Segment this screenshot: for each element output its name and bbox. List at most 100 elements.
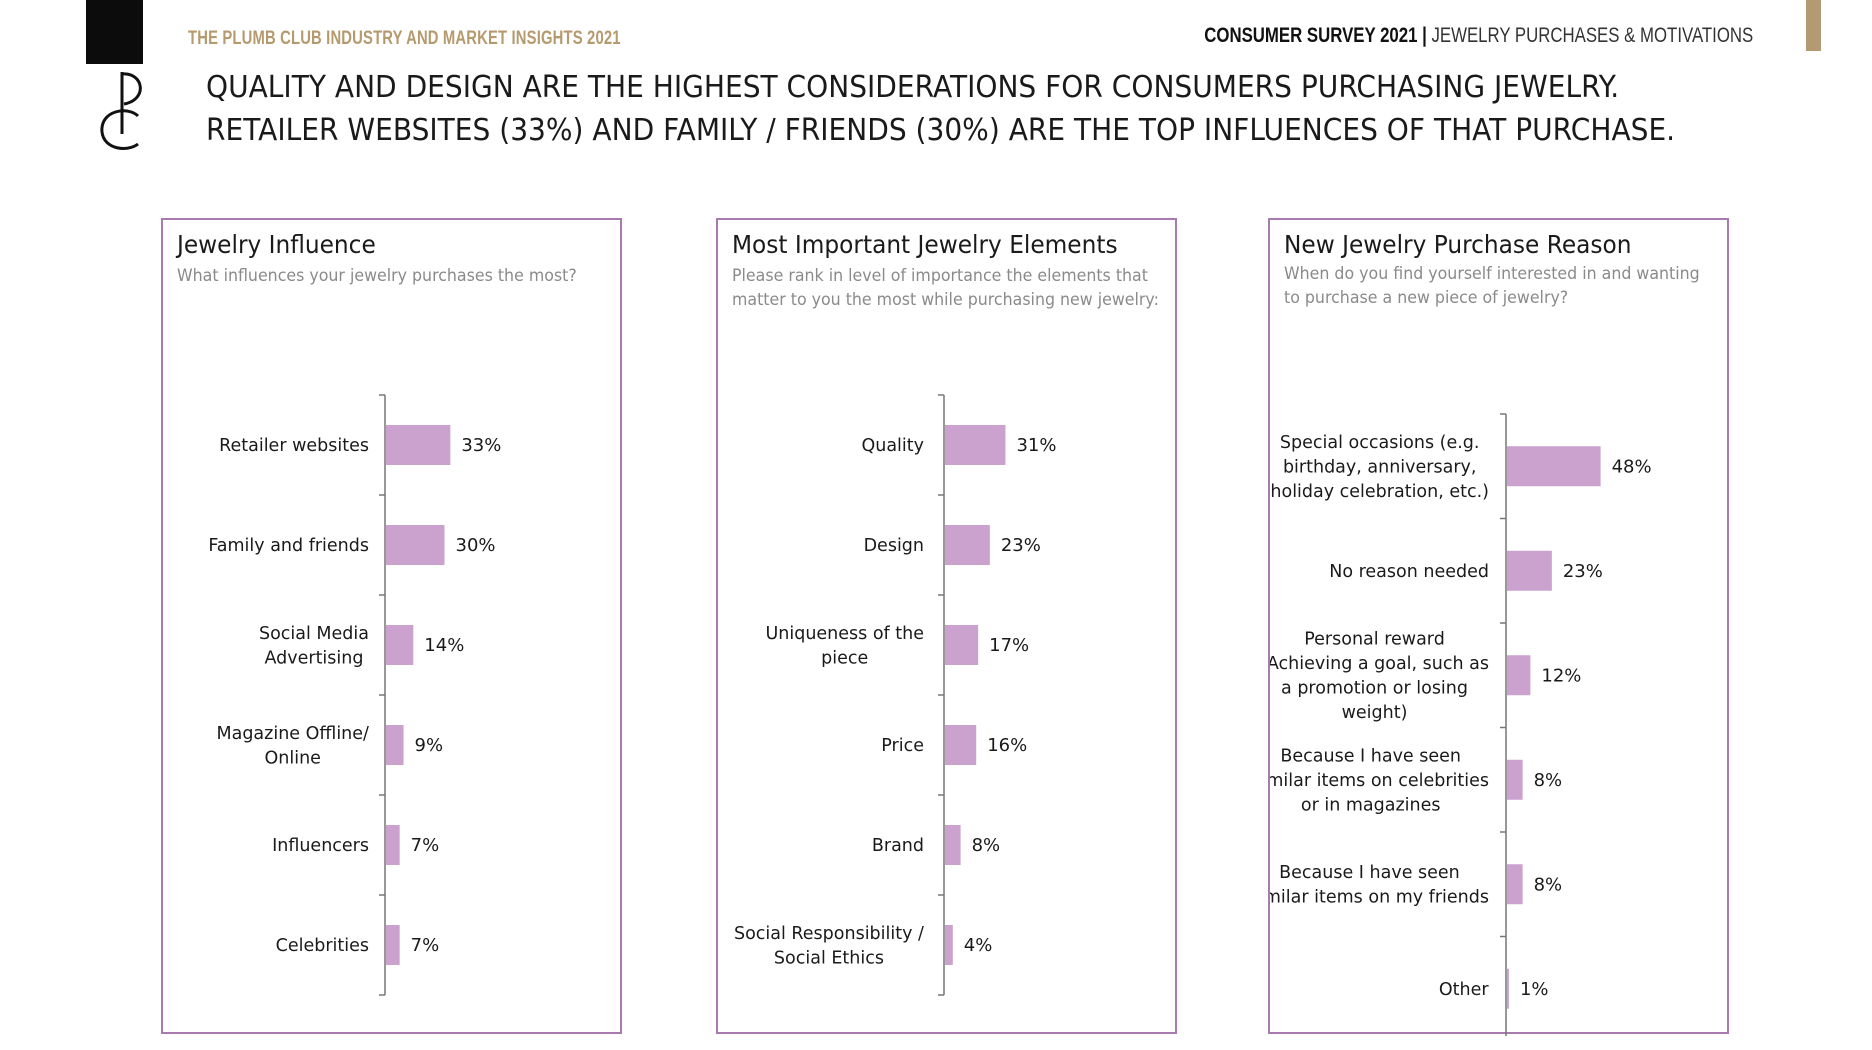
page-headline: QUALITY AND DESIGN ARE THE HIGHEST CONSI… [206, 66, 1766, 152]
category-label-line: similar items on celebrities [1270, 771, 1489, 791]
data-label: 8% [972, 835, 1001, 856]
category-label-line: or in magazines [1301, 795, 1441, 815]
data-label: 8% [1534, 874, 1563, 895]
category-label: Special occasions (e.g. birthday, anniver… [1270, 433, 1489, 502]
bar [945, 525, 990, 565]
category-label-line: No reason needed [1329, 562, 1489, 582]
category-label-line: Quality [861, 436, 924, 456]
bar [386, 425, 451, 465]
category-label-line: Other [1439, 980, 1489, 1000]
data-label: 23% [1001, 535, 1041, 556]
data-label: 30% [456, 535, 496, 556]
purchase-reason-chart: 48% Special occasions (e.g. birthday, anni… [1270, 413, 1652, 1036]
bar [1507, 655, 1531, 696]
category-label-line: Price [881, 736, 924, 756]
category-label: Quality [861, 436, 924, 456]
panel-subtitle: What influences your jewelry purchases t… [177, 266, 577, 286]
category-label: Because I have seen similar items on my f… [1270, 863, 1489, 908]
panel-title: New Jewelry Purchase Reason [1284, 230, 1632, 259]
report-brand: THE PLUMB CLUB INDUSTRY AND MARKET INSIG… [188, 28, 621, 49]
category-label-line: Celebrities [276, 936, 369, 956]
category-label: Family and friends [208, 536, 369, 556]
panel-title: Most Important Jewelry Elements [732, 230, 1118, 259]
category-label-line: Family and friends [208, 536, 369, 556]
bar [1507, 550, 1552, 591]
headline-line-2: RETAILER WEBSITES (33%) AND FAMILY / FRI… [206, 113, 1676, 148]
data-label: 23% [1563, 561, 1603, 582]
category-label-line: Influencers [272, 836, 369, 856]
headline-line-1: QUALITY AND DESIGN ARE THE HIGHEST CONSI… [206, 70, 1620, 105]
category-label: No reason needed [1329, 562, 1489, 582]
panel-subtitle: When do you find yourself interested in … [1284, 264, 1700, 308]
data-label: 7% [411, 835, 440, 856]
category-label: Retailer websites [219, 436, 369, 456]
category-label: Celebrities [276, 936, 369, 956]
category-label: Other [1439, 980, 1489, 1000]
data-label: 14% [424, 635, 464, 656]
category-label-line: Brand [872, 836, 924, 856]
category-label-line: Because I have seen [1279, 863, 1460, 883]
category-label: Design [864, 536, 924, 556]
category-label: Personal reward (Achieving a goal, such a… [1270, 630, 1489, 724]
category-label-line: Because I have seen [1280, 746, 1461, 766]
bar [1507, 446, 1601, 487]
bar [1507, 968, 1509, 1009]
bar [1507, 759, 1523, 800]
category-label-line: Social Ethics [774, 948, 884, 968]
category-label: Price [881, 736, 924, 756]
panel-subtitle: Please rank in level of importance the e… [732, 266, 1159, 310]
category-label-line: Social Media [259, 624, 369, 644]
category-label: Brand [872, 836, 924, 856]
bar [945, 425, 1006, 465]
data-label: 48% [1612, 456, 1652, 477]
jewelry-elements-panel: Most Important Jewelry Elements Please r… [716, 218, 1177, 1034]
bar [1507, 864, 1523, 905]
data-label: 4% [964, 935, 993, 956]
category-label-line: Magazine Offline/ [217, 724, 370, 744]
logo-bar [86, 0, 143, 64]
jewelry-influence-chart: 33% Retailer websites 30% Family and friend… [208, 394, 501, 996]
survey-title: CONSUMER SURVEY 2021 | [1204, 24, 1427, 47]
category-label-line: similar items on my friends [1270, 888, 1489, 908]
category-label-line: Special occasions (e.g. [1280, 433, 1480, 453]
category-label-line: Personal reward [1304, 630, 1445, 650]
category-label-line: (Achieving a goal, such as [1270, 654, 1489, 674]
category-label-line: birthday, anniversary, [1283, 457, 1476, 477]
category-label-line: Social Responsibility / [734, 924, 924, 944]
data-label: 31% [1016, 435, 1056, 456]
survey-topic: JEWELRY PURCHASES & MOTIVATIONS [1431, 24, 1753, 47]
bar [386, 825, 400, 865]
corner-accent [1806, 0, 1821, 51]
jewelry-influence-panel: Jewelry Influence What influences your j… [161, 218, 622, 1034]
bar [386, 525, 445, 565]
data-label: 9% [415, 735, 444, 756]
category-label: Social Responsibility / Social Ethics [734, 924, 924, 969]
category-label-line: Online [265, 748, 321, 768]
data-label: 1% [1520, 979, 1549, 1000]
category-label: Social Media Advertising [259, 624, 369, 669]
bar [386, 625, 414, 665]
plumb-club-logo: PC [86, 64, 156, 154]
data-label: 16% [987, 735, 1027, 756]
category-label-line: Retailer websites [219, 436, 369, 456]
category-label-line: holiday celebration, etc.) [1270, 482, 1489, 502]
data-label: 7% [411, 935, 440, 956]
bar [945, 625, 979, 665]
category-label: Because I have seen similar items on cele… [1270, 746, 1489, 815]
category-label: Uniqueness of the piece [765, 624, 924, 669]
data-label: 17% [989, 635, 1029, 656]
data-label: 12% [1541, 665, 1581, 686]
category-label-line: a promotion or losing [1281, 679, 1468, 699]
category-label-line: Design [864, 536, 924, 556]
data-label: 33% [461, 435, 501, 456]
jewelry-elements-chart: 31% Quality 23% Design 17% Uniqueness of the p… [734, 394, 1056, 996]
category-label: Magazine Offline/Online [217, 724, 370, 769]
bar [945, 725, 977, 765]
panel-title: Jewelry Influence [177, 230, 376, 259]
category-label-line: piece [821, 648, 868, 668]
category-label-line: weight) [1342, 703, 1408, 723]
bar [945, 825, 961, 865]
category-label: Influencers [272, 836, 369, 856]
survey-label: CONSUMER SURVEY 2021 | JEWELRY PURCHASES… [1204, 24, 1753, 48]
data-label: 8% [1534, 770, 1563, 791]
